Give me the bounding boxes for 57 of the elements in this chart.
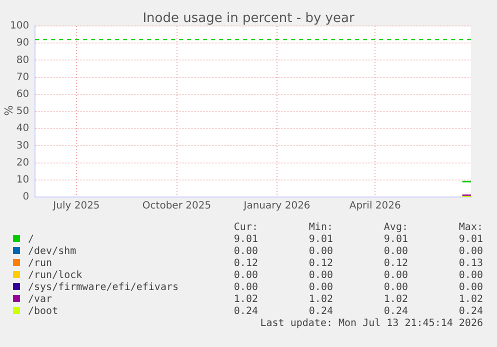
text: 0.00 [382, 282, 408, 294]
text: 0.24 [232, 306, 258, 318]
text: 0.24 [308, 306, 333, 318]
y-axis-title: % [2, 105, 16, 116]
y-tick-label: 50 [16, 106, 30, 118]
y-tick-label: 80 [16, 54, 30, 66]
y-tick-label: 10 [16, 174, 30, 186]
y-tick-label: 100 [10, 20, 30, 32]
text: Min: [308, 222, 333, 234]
text: Avg: [382, 222, 408, 234]
text: 0.00 [232, 282, 258, 294]
legend-label: / [27, 234, 36, 246]
text: 0.00 [308, 282, 333, 294]
x-tick-label: July 2025 [52, 200, 100, 212]
text: 0.24 [458, 306, 483, 318]
text: 9.01 [308, 234, 333, 246]
chart-title: Inode usage in percent - by year [142, 11, 354, 26]
text: 0.00 [458, 246, 483, 258]
legend-label: /dev/shm [27, 246, 78, 258]
legend-label: /sys/firmware/efi/efivars [27, 282, 180, 294]
y-tick-label: 30 [16, 140, 30, 152]
text: Max: [458, 222, 483, 234]
text: 1.02 [458, 294, 483, 306]
text: 9.01 [382, 234, 408, 246]
legend-label: /var [27, 294, 54, 306]
y-tick-label: 70 [16, 72, 30, 83]
text: Last update: Mon Jul 13 21:45:14 2026 [259, 318, 483, 330]
text: 0.00 [232, 270, 258, 282]
text: 0.00 [382, 270, 408, 282]
x-tick-label: October 2025 [142, 200, 212, 212]
text: 9.01 [458, 234, 483, 246]
text: 0.24 [382, 306, 408, 318]
text: 1.02 [308, 294, 333, 306]
x-tick-label: April 2026 [349, 200, 401, 212]
text: 9.01 [232, 234, 258, 246]
y-tick-label: 20 [16, 157, 30, 168]
legend-label: /run [27, 258, 54, 270]
text: 0.13 [458, 258, 483, 270]
text: 0.00 [308, 270, 333, 282]
x-tick-label: January 2026 [242, 200, 310, 212]
y-tick-label: 60 [16, 88, 30, 100]
text: 0.12 [382, 258, 408, 270]
text: 0.00 [232, 246, 258, 258]
text: 1.02 [382, 294, 408, 306]
y-tick-label: 90 [16, 38, 30, 49]
text: 0.00 [308, 246, 333, 258]
text: 0.00 [458, 282, 483, 294]
text: 0.00 [458, 270, 483, 282]
legend-label: /run/lock [27, 270, 84, 282]
text: 0.00 [382, 246, 408, 258]
y-tick-label: 0 [22, 192, 30, 203]
text: Cur: [232, 222, 258, 234]
legend-label: /boot [27, 306, 60, 318]
text: 0.12 [308, 258, 333, 270]
text: 0.12 [232, 258, 258, 270]
text: 1.02 [232, 294, 258, 306]
y-tick-label: 40 [16, 123, 30, 134]
